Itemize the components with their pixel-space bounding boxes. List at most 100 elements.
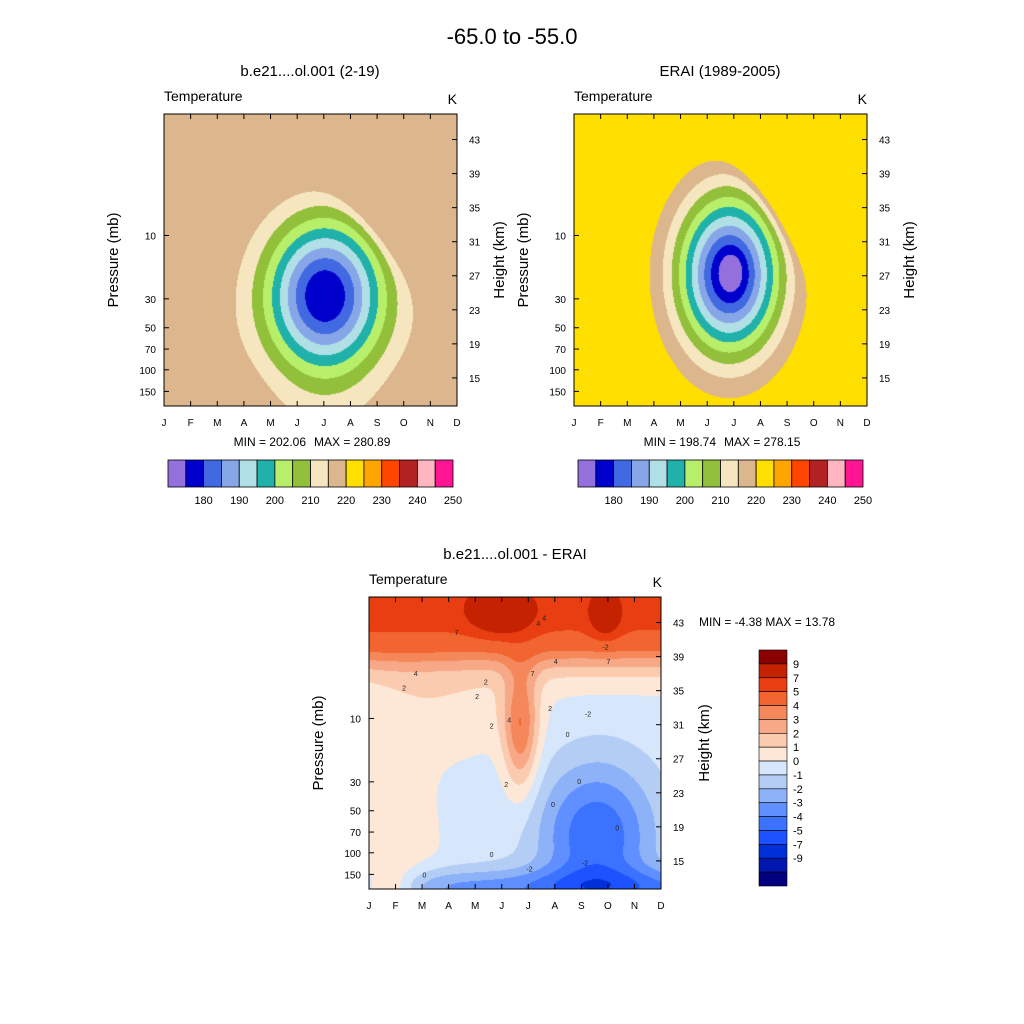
panel2-colorbar-label: 240 — [818, 495, 836, 507]
panel2-colorbar-box — [702, 459, 721, 488]
panel3-xtick-label: O — [604, 901, 612, 912]
panel2-colorbar-label: 180 — [604, 495, 622, 507]
panel1-htick-label: 19 — [469, 340, 481, 351]
panel3-contour-label: 0 — [423, 872, 427, 879]
panel1-max-label: MAX = 280.89 — [314, 435, 391, 449]
panel3-contour-label: 2 — [484, 680, 488, 687]
panel2-xtick-label: N — [837, 418, 844, 429]
panel3-htick-label: 23 — [673, 789, 685, 800]
panel3-xtick-label: M — [471, 901, 479, 912]
panel1-variable-label: Temperature — [164, 88, 243, 104]
panel1-ylabel-left: Pressure (mb) — [105, 212, 122, 307]
panel2-colorbar-box — [773, 459, 793, 488]
panel3-ytick-label: 150 — [344, 870, 361, 881]
panel3-colorbar-label: 9 — [793, 659, 799, 671]
panel1-xtick-label: J — [321, 418, 326, 429]
panel1-colorbar-label: 210 — [301, 495, 319, 507]
panel3-colorbar-box — [758, 691, 788, 706]
panel3-htick-label: 19 — [673, 823, 685, 834]
panel2-htick-label: 31 — [879, 238, 891, 249]
panel2-colorbar-label: 210 — [711, 495, 729, 507]
panel2-xtick-label: F — [598, 418, 604, 429]
panel2-xtick-label: A — [757, 418, 764, 429]
panel3-xtick-label: N — [631, 901, 638, 912]
panel3-htick-label: 31 — [673, 721, 685, 732]
panel2-xtick-label: M — [623, 418, 631, 429]
panel1-ytick-label: 100 — [139, 366, 156, 377]
panel3-colorbar-label: -7 — [793, 839, 803, 851]
panel3-colorbar-label: -5 — [793, 825, 803, 837]
panel3-xtick-label: A — [445, 901, 452, 912]
panel2-units-label: K — [858, 91, 868, 107]
panel1-colorbar-box — [221, 459, 240, 488]
panel1-htick-label: 27 — [469, 272, 481, 283]
panel3-contour-label: -2 — [582, 861, 588, 868]
panel3-colorbar-label: 4 — [793, 701, 799, 713]
panel3-frame — [368, 596, 662, 890]
panel1-units-label: K — [448, 91, 458, 107]
panel3-ytick-label: 100 — [344, 849, 361, 860]
panel2-xtick-label: J — [705, 418, 710, 429]
panel1-colorbar-label: 250 — [444, 495, 462, 507]
panel3-contour-label: 4 — [414, 671, 418, 678]
panel2-colorbar-label: 250 — [854, 495, 872, 507]
panel3-ylabel-left: Pressure (mb) — [310, 695, 327, 790]
panel1-colorbar-label: 220 — [337, 495, 355, 507]
panel3-colorbar-box — [758, 677, 788, 692]
panel1-colorbar-box — [185, 459, 205, 488]
panel1-ytick-label: 30 — [145, 295, 157, 306]
panel2-colorbar-box — [791, 459, 810, 488]
dynamic-layer: J F M A M J J A S O N D1030507010015015192327313539… — [139, 113, 891, 912]
panel3-contour-label: 0 — [551, 802, 555, 809]
panel1-xtick-label: J — [162, 418, 167, 429]
panel3-contour-label: -2 — [585, 712, 591, 719]
panel2-max-label: MAX = 278.15 — [724, 435, 801, 449]
panel3-contour-label: 4 — [554, 659, 558, 666]
panel3-htick-label: 39 — [673, 653, 685, 664]
panel2-ylabel-left: Pressure (mb) — [515, 212, 532, 307]
panel3-contour-label: -2 — [602, 645, 608, 652]
panel3-colorbar-box — [758, 649, 788, 665]
panel1-colorbar-box — [203, 459, 222, 488]
panel3-contour-label: 4 — [507, 718, 511, 725]
panel3-field — [369, 597, 661, 889]
panel1-colorbar-label: 230 — [373, 495, 391, 507]
panel3-colorbar-box — [758, 830, 788, 845]
panel2-htick-label: 19 — [879, 340, 891, 351]
panel1-colorbar-box — [274, 459, 294, 488]
panel3-xtick-label: M — [418, 901, 426, 912]
panel3-colorbar-box — [758, 760, 788, 776]
panel2-xtick-label: S — [784, 418, 791, 429]
panel3-colorbar-label: -9 — [793, 853, 803, 865]
panel2-colorbar-box — [648, 459, 668, 488]
panel2-htick-label: 35 — [879, 204, 891, 215]
panel1-xtick-label: A — [347, 418, 354, 429]
panel2-ytick-label: 10 — [555, 231, 567, 242]
panel1-xtick-label: N — [427, 418, 434, 429]
panel3-contour-label: 0 — [566, 732, 570, 739]
panel1-ytick-label: 10 — [145, 231, 157, 242]
panel2-htick-label: 27 — [879, 272, 891, 283]
panel2-colorbar-box — [577, 459, 597, 488]
panel3-variable-label: Temperature — [369, 571, 448, 587]
panel1-htick-label: 35 — [469, 204, 481, 215]
panel2-xtick-label: A — [651, 418, 658, 429]
panel3-ytick-label: 10 — [350, 714, 362, 725]
panel1-colorbar-box — [381, 459, 400, 488]
panel3-contour-label: 7 — [531, 671, 535, 678]
panel1-xtick-label: F — [188, 418, 194, 429]
panel3-contour-label: 2 — [402, 685, 406, 692]
panel2-colorbar-label: 200 — [676, 495, 694, 507]
panel2-ytick-label: 30 — [555, 295, 567, 306]
panel3-htick-label: 15 — [673, 857, 685, 868]
panel1-xtick-label: S — [374, 418, 381, 429]
panel1-htick-label: 39 — [469, 170, 481, 181]
panel3-contour-label: 0 — [490, 852, 494, 859]
panel2-min-label: MIN = 198.74 — [644, 435, 717, 449]
panel3-colorbar-box — [758, 844, 788, 859]
panel2-colorbar-box — [755, 459, 775, 488]
panel2-frame — [573, 113, 868, 407]
panel1-colorbar-box — [345, 459, 365, 488]
panel3-colorbar-label: -3 — [793, 798, 803, 810]
